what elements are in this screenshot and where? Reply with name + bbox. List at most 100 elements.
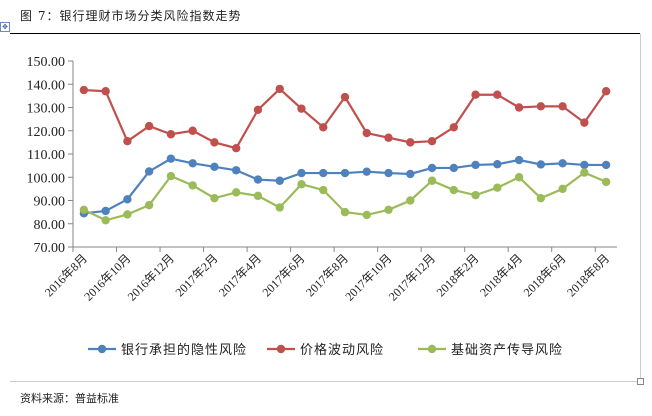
title-divider	[10, 33, 640, 34]
data-point	[166, 130, 176, 139]
x-tick-label: 2016年12月	[125, 251, 177, 303]
data-point	[166, 171, 176, 181]
x-tick-label: 2018年6月	[521, 251, 569, 299]
source-note: 资料来源：普益标准	[20, 392, 119, 405]
y-tick-label: 130.00	[27, 102, 66, 117]
y-tick-label: 90.00	[34, 195, 66, 210]
data-point	[580, 118, 589, 127]
data-point	[232, 143, 241, 153]
data-point	[514, 173, 524, 182]
y-tick-label: 140.00	[27, 78, 66, 93]
y-tick-label: 80.00	[34, 218, 66, 233]
data-point	[471, 190, 480, 200]
data-point	[406, 169, 415, 179]
data-point	[406, 196, 415, 205]
data-point	[493, 90, 502, 99]
data-point	[406, 138, 415, 147]
data-point	[558, 184, 567, 194]
data-point	[601, 160, 611, 170]
data-point	[144, 121, 154, 131]
data-point	[384, 168, 393, 178]
legend-marker	[276, 344, 286, 354]
data-point	[297, 168, 306, 178]
data-point	[514, 103, 524, 112]
data-point	[210, 138, 219, 147]
data-point	[297, 180, 306, 189]
data-point	[427, 137, 437, 146]
legend-label: 基础资产传导风险	[451, 342, 563, 357]
data-point	[471, 160, 480, 170]
resize-handle[interactable]	[637, 378, 644, 385]
y-tick-label: 70.00	[34, 241, 66, 256]
data-point	[449, 185, 458, 195]
data-point	[514, 155, 524, 165]
data-point	[166, 154, 176, 163]
data-point	[449, 123, 458, 132]
data-point	[558, 102, 567, 111]
legend-marker	[97, 344, 107, 354]
x-tick-label: 2017年2月	[172, 251, 220, 299]
data-point	[188, 126, 197, 135]
data-point	[188, 181, 197, 190]
data-point	[144, 200, 154, 210]
data-point	[210, 193, 219, 203]
data-point	[210, 162, 219, 171]
data-point	[471, 90, 480, 99]
data-point	[580, 160, 589, 170]
legend-label: 价格波动风险	[300, 342, 384, 357]
figure-title: 图 7：银行理财市场分类风险指数走势	[20, 9, 242, 23]
data-point	[275, 203, 284, 212]
data-point	[493, 160, 502, 169]
data-point	[536, 102, 546, 111]
data-point	[536, 160, 546, 169]
x-tick-label: 2018年8月	[564, 251, 612, 299]
data-point	[362, 128, 371, 138]
data-point	[601, 177, 611, 187]
data-point	[319, 185, 328, 195]
data-point	[340, 168, 350, 178]
legend-marker	[427, 344, 437, 354]
y-tick-label: 120.00	[27, 125, 66, 140]
data-point	[384, 205, 393, 214]
data-point	[493, 183, 502, 192]
move-handle-icon[interactable]: ✥	[0, 22, 10, 32]
data-point	[319, 168, 328, 178]
data-point	[253, 105, 263, 115]
data-point	[232, 188, 241, 197]
data-point	[123, 210, 132, 219]
data-point	[536, 193, 546, 203]
x-tick-label: 2018年2月	[434, 251, 482, 299]
x-tick-label: 2017年12月	[386, 251, 438, 303]
data-point	[297, 104, 306, 113]
data-point	[340, 92, 350, 102]
y-tick-label: 150.00	[27, 55, 66, 70]
data-point	[384, 133, 393, 142]
data-point	[427, 176, 437, 185]
data-point	[558, 159, 567, 168]
data-point	[232, 166, 241, 175]
frame-border-bottom	[10, 381, 640, 382]
data-point	[101, 216, 110, 225]
data-point	[79, 205, 89, 214]
data-point	[101, 206, 110, 216]
x-tick-label: 2018年4月	[477, 251, 525, 299]
data-point	[79, 85, 89, 95]
frame-border-right	[640, 34, 641, 381]
data-point	[362, 167, 371, 176]
data-point	[601, 87, 611, 96]
y-tick-label: 110.00	[27, 148, 65, 163]
legend-label: 银行承担的隐性风险	[121, 342, 247, 357]
data-point	[123, 195, 132, 204]
data-point	[362, 210, 371, 220]
data-point	[101, 87, 110, 96]
data-point	[144, 167, 154, 176]
x-tick-label: 2017年6月	[260, 251, 308, 299]
data-point	[253, 191, 263, 201]
data-point	[123, 137, 132, 146]
data-point	[275, 84, 284, 94]
data-point	[340, 207, 350, 217]
data-point	[275, 176, 284, 185]
data-point	[449, 163, 458, 173]
